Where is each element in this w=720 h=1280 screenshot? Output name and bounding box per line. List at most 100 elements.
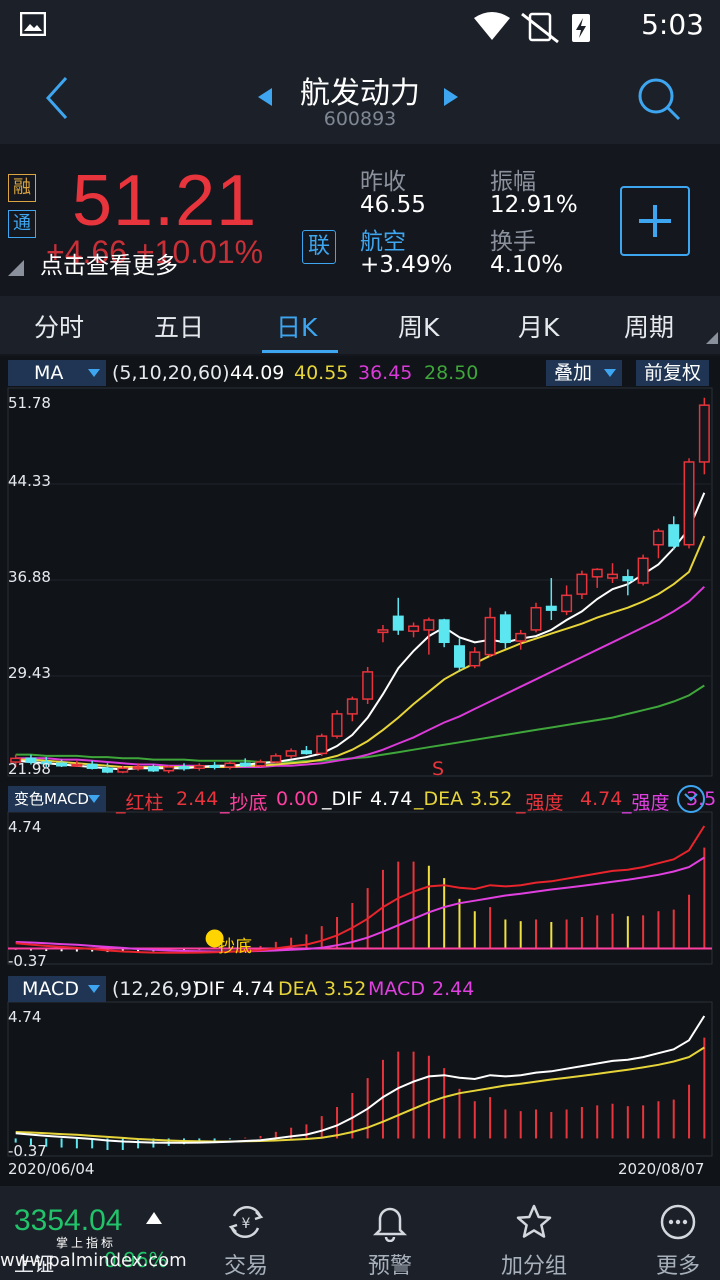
candle-body [178, 766, 190, 770]
tab-monthly-k[interactable]: 月K [518, 313, 560, 342]
nav-alert[interactable]: 预警 [340, 1186, 440, 1280]
macd-axis-bottom: -0.37 [8, 1142, 47, 1160]
dea-label: _DEA [414, 788, 464, 810]
ma-selector[interactable]: MA [8, 360, 106, 386]
tab-five-day[interactable]: 五日 [154, 313, 205, 342]
end-date: 2020/08/07 [618, 1160, 705, 1178]
search-icon[interactable] [636, 76, 682, 122]
candle-body [438, 619, 450, 644]
dea-value: 3.52 [470, 788, 513, 810]
candle-body [71, 763, 83, 767]
panel-frame [7, 387, 713, 777]
kline-chart[interactable] [0, 356, 720, 1186]
tab-period[interactable]: 周期 [624, 313, 675, 342]
macd-dif-value: 4.74 [232, 978, 275, 1000]
candle-body [561, 594, 573, 613]
stock-header: 航发动力 600893 [0, 52, 720, 144]
bottom-nav: 3354.04 上证 0.96% 掌上指标 www.palmindex.com … [0, 1186, 720, 1280]
tab-weekly-k[interactable]: 周K [398, 313, 440, 342]
nav-more-label: 更多 [655, 1254, 700, 1279]
star-icon [516, 1204, 552, 1238]
candle-body [300, 750, 312, 755]
candle-body [193, 765, 205, 769]
amplitude-value: 12.91% [490, 192, 578, 218]
candle-body [285, 750, 297, 757]
more-icon [660, 1204, 696, 1240]
candle-body [346, 698, 358, 715]
red-column-label: _红柱 [116, 792, 164, 814]
candle-body [530, 606, 542, 631]
kline-axis-label: 44.33 [8, 472, 51, 490]
linked-stocks-button[interactable]: 联 [302, 230, 336, 264]
candle-body [591, 568, 603, 578]
prev-close-value: 46.55 [360, 192, 426, 218]
macd-macd-value: 2.44 [432, 978, 475, 1000]
nav-add-group[interactable]: 加分组 [484, 1186, 584, 1280]
index-ticker[interactable]: 3354.04 上证 0.96% 掌上指标 www.palmindex.com [0, 1186, 187, 1280]
candle-body [423, 619, 435, 631]
nav-more[interactable]: 更多 [628, 1186, 720, 1280]
turnover-value: 4.10% [490, 252, 564, 278]
candle-body [545, 605, 557, 611]
dropdown-arrow-icon [88, 985, 100, 993]
back-arrow-icon[interactable] [36, 76, 76, 120]
period-tabs: 分时 五日 日K 周K 月K 周期 [0, 296, 720, 354]
last-price: 51.21 [72, 161, 258, 241]
candle-body [239, 762, 251, 767]
bottom-pick-label: _抄底 [220, 792, 268, 814]
candle-body [270, 755, 282, 763]
tap-more-link[interactable]: 点击查看更多 [40, 253, 178, 279]
candle-body [668, 524, 680, 547]
macd-dif-line [15, 1015, 706, 1144]
candle-body [163, 766, 175, 772]
ma20-line [15, 585, 705, 768]
ma10-value: 40.55 [294, 362, 349, 384]
candle-body [698, 404, 710, 463]
tab-intraday[interactable]: 分时 [34, 313, 85, 342]
candle-body [515, 632, 527, 642]
plus-icon [639, 205, 671, 237]
candle-body [331, 713, 343, 737]
start-date: 2020/06/04 [8, 1160, 95, 1178]
stock-name: 航发动力 [300, 76, 420, 111]
color-macd-selector[interactable]: 变色MACD [8, 786, 106, 812]
system-status-icons [474, 12, 590, 44]
kline-axis-top: 51.78 [8, 394, 51, 412]
tab-daily-k[interactable]: 日K [276, 313, 318, 342]
clock: 5:03 [641, 8, 704, 41]
ma60-line [15, 684, 705, 763]
indicator-settings-icon[interactable] [676, 784, 706, 814]
overlay-button[interactable]: 叠加 [546, 360, 622, 386]
next-stock-arrow-icon[interactable] [444, 88, 458, 106]
sector-value: +3.49% [360, 252, 453, 278]
candle-body [652, 530, 664, 546]
ma-selector-label: MA [34, 362, 64, 384]
candle-body [408, 625, 420, 632]
candle-body [362, 671, 374, 700]
candle-body [10, 757, 22, 763]
color-macd-dea-line [15, 856, 705, 953]
macd-selector-label: MACD [22, 978, 79, 1000]
macd-dif-label: DIF [194, 978, 226, 1000]
chart-area[interactable]: MA (5,10,20,60) 44.09 40.55 36.45 28.50 … [0, 356, 720, 1186]
price-change: +4.66 +10.01% [46, 234, 264, 270]
adjust-button[interactable]: 前复权 [636, 360, 710, 386]
panel-frame [7, 811, 713, 965]
prev-stock-arrow-icon[interactable] [258, 88, 272, 106]
sector-label[interactable]: 航空 [360, 229, 406, 255]
macd-selector[interactable]: MACD [8, 976, 106, 1002]
candle-body [377, 629, 389, 634]
red-column-value: 2.44 [176, 788, 219, 810]
watermark-caption: 掌上指标 [56, 1236, 117, 1250]
candle-body [453, 645, 465, 668]
ma60-value: 28.50 [424, 362, 479, 384]
ma5-value: 44.09 [230, 362, 285, 384]
ma-params: (5,10,20,60) [112, 362, 230, 384]
add-to-watchlist-button[interactable] [620, 186, 690, 256]
kline-axis-bottom: 21.98 [8, 760, 51, 778]
stock-connect-badge: 通 [8, 210, 36, 238]
gallery-notification-icon [20, 12, 46, 36]
macd-dea-label: DEA [278, 978, 318, 1000]
candle-body [255, 761, 267, 767]
nav-trade[interactable]: ¥ 交易 [196, 1186, 296, 1280]
